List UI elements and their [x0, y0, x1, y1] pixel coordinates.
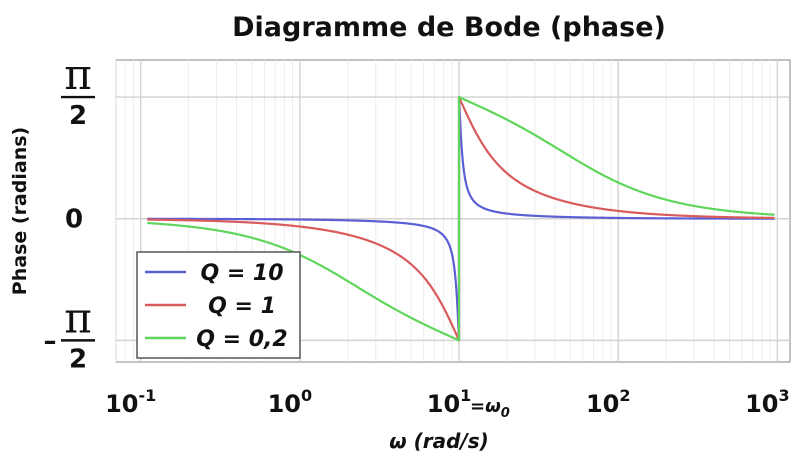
series-line-2 — [146, 96, 776, 342]
x-tick-label-2: 101 — [427, 386, 472, 418]
x-tick-label-0: 10-1 — [105, 386, 156, 418]
omega0-label: =ω — [470, 396, 501, 417]
svg-text:2: 2 — [69, 101, 87, 131]
x-tick-labels: 10-1 100 101 102 103 — [105, 386, 790, 418]
svg-text:π: π — [64, 50, 92, 99]
svg-text:–: – — [44, 326, 57, 356]
chart-title: Diagramme de Bode (phase) — [232, 12, 666, 43]
y-tick-label-0: π2 — [61, 50, 95, 131]
legend-label-0: Q = 10 — [200, 261, 283, 286]
legend-label-1: Q = 1 — [208, 294, 276, 319]
y-axis-label: Phase (radians) — [9, 127, 31, 295]
svg-text:=ω0: =ω0 — [470, 396, 510, 421]
y-tick-label-1: 0 — [65, 205, 83, 235]
omega0-annotation: =ω0 — [470, 396, 510, 421]
x-tick-label-1: 100 — [268, 386, 313, 418]
svg-text:2: 2 — [69, 344, 87, 374]
legend: Q = 10 Q = 1 Q = 0,2 — [136, 251, 301, 359]
omega0-subscript: 0 — [501, 406, 510, 421]
series-lines — [146, 96, 776, 342]
x-tick-label-3: 102 — [586, 386, 631, 418]
x-tick-label-4: 103 — [745, 386, 790, 418]
x-axis-label: ω (rad/s) — [389, 429, 489, 453]
legend-label-2: Q = 0,2 — [196, 327, 287, 352]
svg-text:π: π — [64, 293, 92, 342]
y-tick-label-2: π2– — [44, 293, 95, 374]
